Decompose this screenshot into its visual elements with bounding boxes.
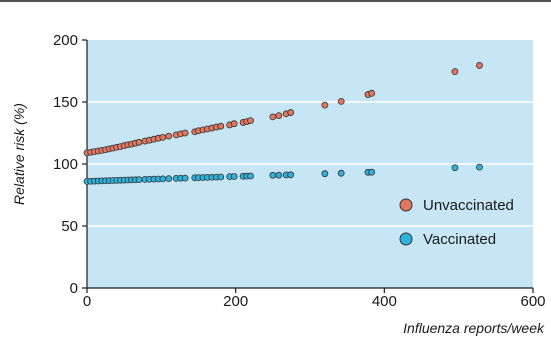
gridlines (87, 101, 533, 227)
x-tick-label: 600 (520, 293, 545, 310)
data-point-vaccinated (451, 164, 459, 172)
data-point-unvaccinated (135, 138, 143, 146)
y-tick-label: 200 (53, 32, 78, 49)
data-point-unvaccinated (368, 89, 376, 97)
data-point-unvaccinated (476, 62, 483, 69)
data-point-unvaccinated (165, 132, 173, 140)
legend: Unvaccinated Vaccinated (399, 197, 514, 248)
x-tick-label: 0 (83, 293, 91, 310)
tick-labels: 0 50 100 150 200 0 200 400 600 (53, 32, 546, 310)
y-tick-label: 0 (70, 280, 78, 297)
y-tick-label: 150 (53, 94, 78, 111)
data-point-unvaccinated (159, 133, 167, 141)
axes (82, 39, 534, 293)
data-point-unvaccinated (247, 117, 254, 124)
x-tick-label: 400 (372, 293, 397, 310)
data-point-vaccinated (159, 175, 167, 183)
data-point-vaccinated (135, 176, 143, 184)
y-tick-label: 100 (53, 156, 78, 173)
data-point-vaccinated (275, 171, 283, 179)
y-axis-title: Relative risk (%) (11, 103, 27, 205)
data-point-vaccinated (476, 163, 483, 171)
data-point-vaccinated (321, 170, 329, 178)
data-point-unvaccinated (181, 129, 189, 137)
legend-label-unvaccinated: Unvaccinated (423, 197, 514, 214)
y-tick-label: 50 (61, 218, 78, 235)
data-point-unvaccinated (451, 68, 459, 76)
data-point-vaccinated (269, 171, 277, 179)
data-point-unvaccinated (287, 109, 295, 116)
data-point-vaccinated (368, 168, 376, 176)
data-point-vaccinated (165, 175, 173, 183)
data-point-unvaccinated (217, 122, 225, 130)
data-point-unvaccinated (337, 97, 345, 105)
data-point-vaccinated (247, 172, 254, 180)
data-point-unvaccinated (275, 112, 283, 120)
x-tick-label: 200 (223, 293, 248, 310)
data-point-vaccinated (217, 173, 225, 181)
data-point-unvaccinated (230, 120, 238, 128)
data-point-vaccinated (287, 171, 295, 179)
data-points (83, 62, 483, 185)
data-point-unvaccinated (269, 113, 277, 121)
legend-marker-vaccinated (399, 232, 413, 246)
data-point-vaccinated (181, 174, 189, 182)
legend-label-vaccinated: Vaccinated (423, 231, 496, 248)
legend-marker-unvaccinated (399, 198, 413, 212)
data-point-unvaccinated (321, 101, 329, 109)
data-point-vaccinated (337, 169, 345, 177)
data-point-vaccinated (230, 173, 238, 180)
x-axis-title: Influenza reports/week (403, 320, 545, 336)
